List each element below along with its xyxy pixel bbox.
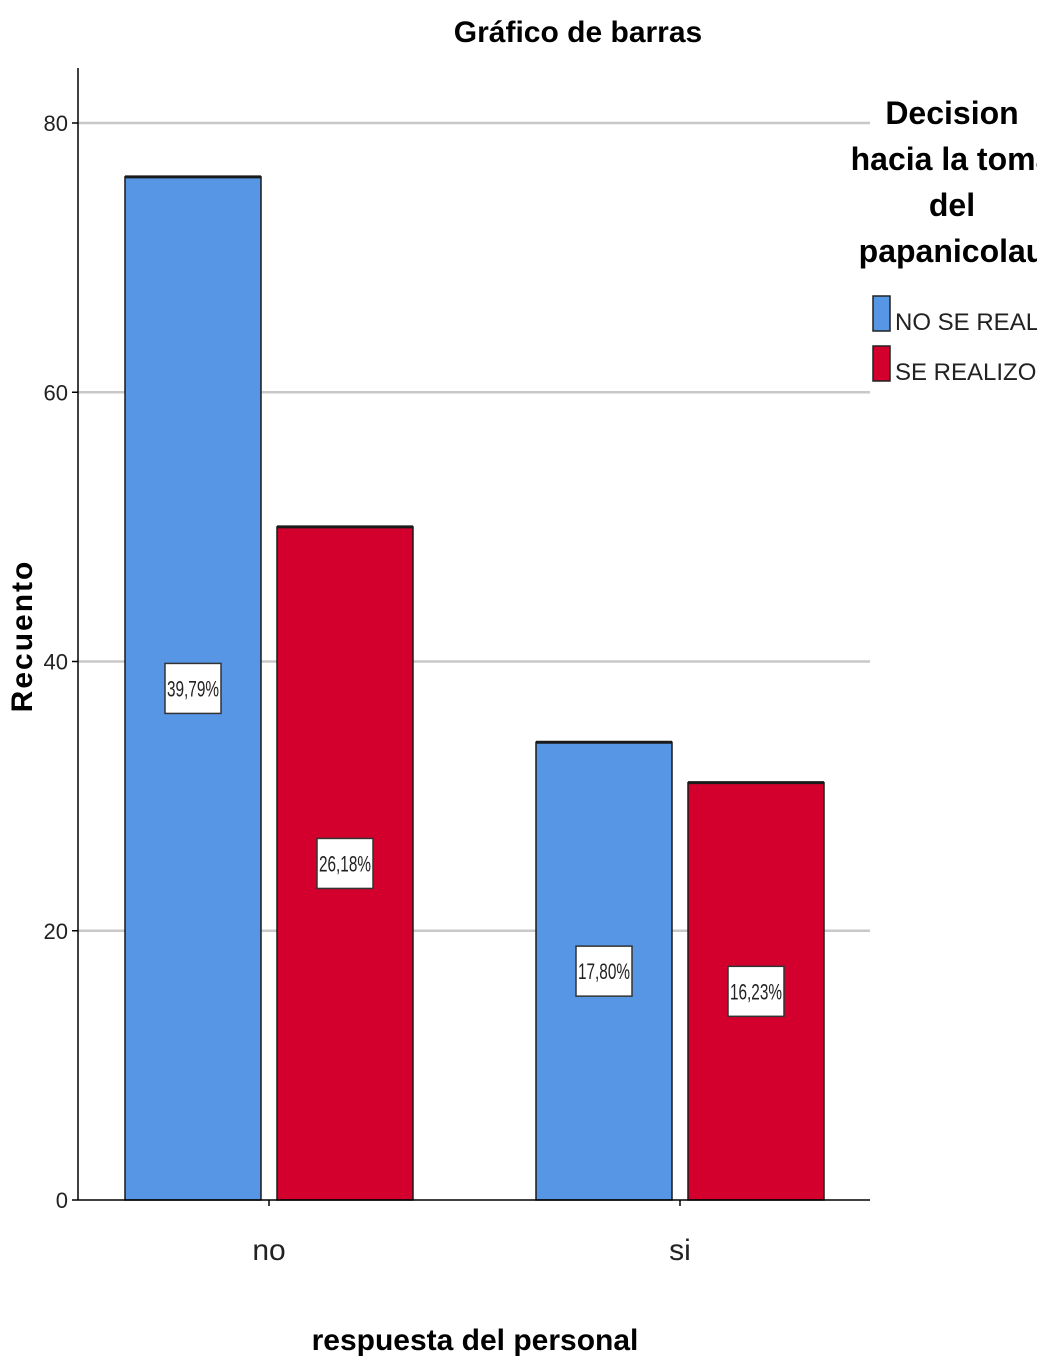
legend-title-line-2: hacia la toma bbox=[851, 141, 1037, 177]
legend-title-line-3: del bbox=[929, 187, 975, 223]
legend-swatch-se-realizo bbox=[872, 345, 891, 382]
data-label-si-1: 16,23% bbox=[730, 979, 782, 1004]
legend: Decision hacia la toma del papanicolau N… bbox=[851, 95, 1037, 386]
data-label-no-1: 26,18% bbox=[319, 851, 371, 876]
data-label-si-0: 17,80% bbox=[578, 959, 630, 984]
legend-swatch-no-se-realizo bbox=[872, 295, 891, 332]
data-labels: 39,79% 26,18% 17,80% 16,23% bbox=[164, 662, 785, 1018]
data-label-no-0: 39,79% bbox=[167, 676, 219, 701]
x-category-label-no: no bbox=[252, 1234, 285, 1267]
legend-title-line-1: Decision bbox=[885, 95, 1018, 131]
y-tick-label-60: 60 bbox=[44, 380, 68, 405]
data-label-box-no-1 bbox=[316, 837, 374, 890]
legend-label-no-se-realizo: NO SE REALIZO bbox=[895, 309, 1037, 336]
legend-label-se-realizo: SE REALIZO bbox=[895, 359, 1036, 386]
data-label-box-si-0 bbox=[575, 945, 633, 997]
axes bbox=[77, 68, 870, 1201]
data-label-box-si-1 bbox=[727, 965, 785, 1018]
x-category-labels: no si bbox=[252, 1200, 691, 1267]
y-tick-label-20: 20 bbox=[44, 919, 68, 944]
chart-title: Gráfico de barras bbox=[454, 16, 702, 49]
y-axis-title: Recuento bbox=[6, 560, 39, 713]
legend-title-line-4: papanicolau bbox=[859, 233, 1037, 269]
y-ticks: 0 20 40 60 80 bbox=[44, 111, 78, 1213]
bars bbox=[124, 175, 825, 1201]
y-tick-label-0: 0 bbox=[56, 1188, 68, 1213]
y-tick-label-40: 40 bbox=[44, 650, 68, 675]
x-axis-title: respuesta del personal bbox=[312, 1324, 639, 1357]
data-label-box-no-0 bbox=[164, 662, 222, 715]
y-tick-label-80: 80 bbox=[44, 111, 68, 136]
x-category-label-si: si bbox=[669, 1234, 691, 1267]
